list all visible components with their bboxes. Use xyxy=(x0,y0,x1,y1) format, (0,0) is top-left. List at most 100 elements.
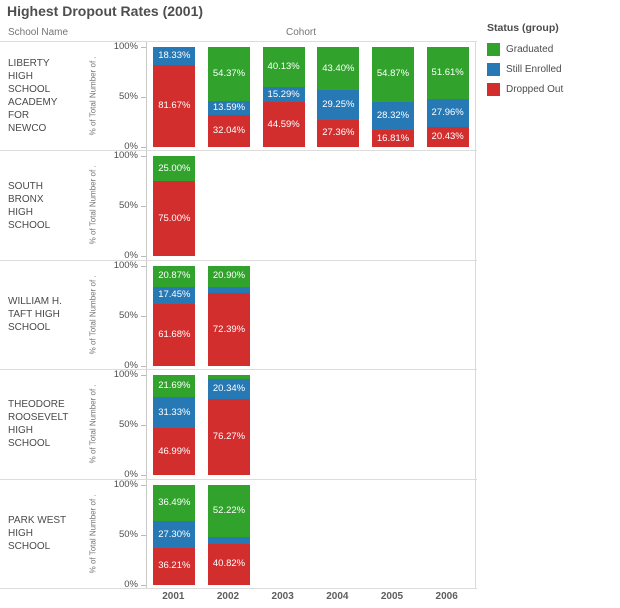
bar-segment-label: 28.32% xyxy=(376,110,410,122)
bar-segment-still-enrolled[interactable]: 27.96% xyxy=(426,98,469,127)
bar-segment-label: 31.33% xyxy=(158,406,191,418)
bar-segment-dropped-out[interactable]: 61.68% xyxy=(153,304,196,366)
bar-segment-graduated[interactable]: 25.00% xyxy=(153,156,196,182)
tick-mark xyxy=(141,47,146,48)
school-row: LIBERTY HIGH SCHOOL ACADEMY FOR NEWCO % o… xyxy=(0,41,477,152)
bar-segment-still-enrolled[interactable]: 20.34% xyxy=(208,378,250,399)
bar-segment-label: 25.00% xyxy=(158,162,191,174)
bar-segment-graduated[interactable] xyxy=(208,375,250,379)
bar-segment-graduated[interactable]: 54.37% xyxy=(208,47,250,102)
bar-segment-graduated[interactable]: 40.13% xyxy=(262,47,305,88)
header-divider xyxy=(0,41,477,42)
bar-2004: 43.40% 29.25% 27.36% xyxy=(317,47,360,147)
bar-segment-dropped-out[interactable]: 16.81% xyxy=(372,130,414,147)
plot-area: 18.33% 81.67% 54.37% 13.59% 32.04% 40.13% 15.2… xyxy=(146,42,476,151)
school-row: PARK WEST HIGH SCHOOL % of Total Number o… xyxy=(0,479,477,590)
school-label: SOUTH BRONX HIGH SCHOOL xyxy=(8,180,51,231)
legend-item-dropped-out[interactable]: Dropped Out xyxy=(487,79,617,99)
x-axis: 2001 2002 2003 2004 2005 2006 xyxy=(146,591,476,605)
bar-segment-label: 36.21% xyxy=(158,560,191,572)
bar-segment-label: 36.49% xyxy=(158,496,191,508)
y-tick-label: 50% xyxy=(118,200,138,212)
y-tick-label: 0% xyxy=(124,250,138,262)
bar-segment-dropped-out[interactable]: 40.82% xyxy=(208,543,250,585)
bar-segment-dropped-out[interactable]: 81.67% xyxy=(153,65,196,147)
bar-segment-label: 81.67% xyxy=(158,100,191,112)
bar-segment-label: 29.25% xyxy=(322,99,355,111)
bar-segment-dropped-out[interactable]: 32.04% xyxy=(208,114,250,147)
bar-segment-still-enrolled[interactable]: 18.33% xyxy=(153,47,196,66)
tick-mark xyxy=(141,315,146,317)
bar-segment-label: 75.00% xyxy=(158,212,191,224)
bar-segment-still-enrolled[interactable] xyxy=(208,286,250,294)
bar-2002: 54.37% 13.59% 32.04% xyxy=(208,47,250,147)
tick-mark xyxy=(141,425,146,427)
school-row: THEODORE ROOSEVELT HIGH SCHOOL % of Total… xyxy=(0,369,477,480)
legend-swatch-icon xyxy=(487,82,500,96)
bar-segment-still-enrolled[interactable]: 27.30% xyxy=(153,521,196,549)
bar-segment-graduated[interactable]: 20.90% xyxy=(208,265,250,287)
bar-segment-label: 15.29% xyxy=(267,88,300,100)
bar-2002: 52.22% 40.82% xyxy=(208,484,250,585)
bar-segment-still-enrolled[interactable]: 29.25% xyxy=(317,90,360,120)
legend-label: Dropped Out xyxy=(506,83,564,95)
bar-segment-graduated[interactable]: 52.22% xyxy=(208,484,250,537)
bar-segment-dropped-out[interactable]: 27.36% xyxy=(317,119,360,147)
y-tick-label: 50% xyxy=(118,528,138,540)
bar-segment-dropped-out[interactable]: 20.43% xyxy=(426,126,469,147)
bar-segment-label: 46.99% xyxy=(158,445,191,457)
bar-segment-dropped-out[interactable]: 75.00% xyxy=(153,181,196,257)
bar-segment-label: 20.34% xyxy=(212,382,246,394)
legend-item-graduated[interactable]: Graduated xyxy=(487,39,617,59)
tick-mark xyxy=(141,534,146,536)
bar-segment-label: 27.30% xyxy=(158,528,191,540)
bar-segment-label: 54.87% xyxy=(376,68,410,80)
bar-segment-dropped-out[interactable]: 72.39% xyxy=(208,293,250,366)
y-axis-label: % of Total Number of . xyxy=(88,56,98,136)
bar-2002: 20.90% 72.39% xyxy=(208,265,250,366)
bar-segment-still-enrolled[interactable]: 13.59% xyxy=(208,101,250,115)
bar-segment-still-enrolled[interactable] xyxy=(208,536,250,544)
tick-mark xyxy=(141,97,146,98)
legend: Status (group) Graduated Still Enrolled Dr… xyxy=(487,22,617,99)
bar-segment-graduated[interactable]: 54.87% xyxy=(372,47,414,102)
tick-mark xyxy=(141,206,146,208)
y-tick-label: 100% xyxy=(113,41,138,52)
y-tick-label: 0% xyxy=(124,578,138,590)
bar-segment-graduated[interactable]: 36.49% xyxy=(153,484,196,522)
bar-segment-still-enrolled[interactable]: 28.32% xyxy=(372,101,414,131)
y-tick-label: 100% xyxy=(113,369,138,381)
bar-segment-graduated[interactable]: 20.87% xyxy=(153,265,196,287)
bar-segment-label: 44.59% xyxy=(267,118,300,130)
tick-mark xyxy=(141,156,146,158)
y-tick-label: 0% xyxy=(124,141,138,152)
bar-segment-label: 51.61% xyxy=(431,66,464,78)
legend-label: Still Enrolled xyxy=(506,63,562,75)
bar-segment-label: 72.39% xyxy=(212,323,246,335)
bar-segment-still-enrolled[interactable]: 31.33% xyxy=(153,396,196,429)
bar-2001: 18.33% 81.67% xyxy=(153,47,196,147)
x-axis-label-2003: 2003 xyxy=(271,591,294,602)
bar-segment-graduated[interactable]: 21.69% xyxy=(153,375,196,397)
bar-segment-label: 20.87% xyxy=(158,270,191,282)
bar-segment-still-enrolled[interactable]: 17.45% xyxy=(153,286,196,305)
bar-segment-dropped-out[interactable]: 76.27% xyxy=(208,398,250,476)
bar-segment-dropped-out[interactable]: 46.99% xyxy=(153,428,196,476)
bar-segment-dropped-out[interactable]: 44.59% xyxy=(262,102,305,147)
tick-mark xyxy=(141,484,146,486)
bar-segment-dropped-out[interactable]: 36.21% xyxy=(153,548,196,585)
school-label: PARK WEST HIGH SCHOOL xyxy=(8,515,66,553)
bar-2001: 36.49% 27.30% 36.21% xyxy=(153,484,196,585)
bar-segment-still-enrolled[interactable]: 15.29% xyxy=(262,87,305,103)
bar-segment-graduated[interactable]: 51.61% xyxy=(426,47,469,99)
bar-segment-graduated[interactable]: 43.40% xyxy=(317,47,360,91)
y-axis-label: % of Total Number of . xyxy=(88,494,98,574)
bar-2002: 20.34% 76.27% xyxy=(208,375,250,476)
legend-item-still-enrolled[interactable]: Still Enrolled xyxy=(487,59,617,79)
x-axis-label-2002: 2002 xyxy=(216,591,240,602)
bar-2001: 25.00% 75.00% xyxy=(153,156,196,257)
plot-area: 20.87% 17.45% 61.68% 20.90% 72.39% xyxy=(146,260,476,370)
bar-segment-label: 17.45% xyxy=(158,289,191,301)
school-label: THEODORE ROOSEVELT HIGH SCHOOL xyxy=(8,399,69,450)
